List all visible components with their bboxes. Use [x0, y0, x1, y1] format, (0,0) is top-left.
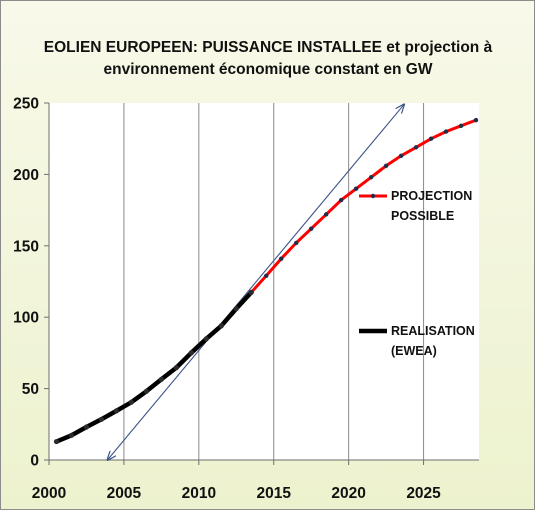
x-tick-label-2025: 2025: [406, 485, 441, 502]
projection-point-12: [428, 136, 434, 141]
projection-point-8: [368, 175, 374, 180]
projection-point-5: [323, 212, 329, 217]
projection-point-14: [458, 123, 464, 129]
legend-marker-projection: [370, 193, 376, 199]
realisation-point-6: [143, 388, 149, 394]
realisation-point-10: [203, 336, 209, 342]
series-line-realisation: [54, 290, 254, 444]
projection-point-13: [443, 129, 449, 134]
x-tick-labels: 2000 2005 2010 2015 2020 2025: [32, 485, 441, 502]
realisation-point-2: [83, 424, 90, 430]
projection-point-6: [338, 197, 344, 203]
realisation-point-5: [128, 399, 135, 405]
realisation-point-8: [173, 365, 179, 371]
series-line-projection: [250, 118, 477, 294]
y-tick-label-200: 200: [13, 167, 39, 184]
y-tick-label-100: 100: [13, 310, 39, 327]
legend-label-realisation-1: (EWEA): [391, 344, 437, 358]
projection-point-2: [279, 256, 284, 261]
projection-point-15: [473, 117, 479, 123]
y-tick-labels: 0 50 100 150 200 250: [13, 96, 39, 470]
chart-title: EOLIEN EUROPEEN: PUISSANCE INSTALLEE et …: [44, 39, 493, 56]
realisation-point-9: [188, 350, 194, 356]
legend-label-projection-1: POSSIBLE: [391, 209, 454, 223]
realisation-point-12: [233, 306, 239, 312]
series-lines: [54, 118, 477, 444]
x-tick-label-2020: 2020: [331, 485, 365, 502]
projection-point-7: [353, 186, 359, 191]
y-tick-label-250: 250: [13, 96, 39, 113]
projection-point-3: [294, 240, 299, 246]
trend-arrow: [107, 104, 404, 460]
plot-area: [49, 103, 479, 460]
y-tick-label-150: 150: [13, 238, 39, 255]
projection-point-9: [383, 163, 389, 169]
x-tick-label-2010: 2010: [182, 485, 216, 502]
x-tick-label-2005: 2005: [107, 485, 142, 502]
realisation-point-1: [68, 432, 75, 438]
y-tick-label-0: 0: [30, 453, 39, 470]
trend-arrow-group: [107, 104, 404, 460]
series-points: [53, 117, 479, 445]
projection-point-1: [264, 273, 269, 278]
realisation-point-3: [98, 416, 105, 422]
projection-point-4: [308, 226, 314, 231]
projection-point-10: [398, 153, 404, 159]
projection-point-11: [413, 145, 419, 150]
legend-label-realisation-0: REALISATION: [391, 324, 475, 338]
x-tick-label-2015: 2015: [256, 485, 291, 502]
realisation-point-13: [248, 289, 254, 295]
y-tick-label-50: 50: [22, 381, 39, 398]
x-tick-label-2000: 2000: [32, 485, 66, 502]
realisation-point-4: [113, 408, 120, 414]
realisation-point-11: [218, 323, 224, 329]
legend: PROJECTION POSSIBLE REALISATION (EWEA): [359, 189, 475, 358]
realisation-point-7: [158, 376, 164, 382]
realisation-point-0: [53, 438, 60, 445]
legend-label-projection-0: PROJECTION: [391, 189, 472, 203]
chart-subtitle: environnement économique constant en GW: [104, 61, 433, 78]
